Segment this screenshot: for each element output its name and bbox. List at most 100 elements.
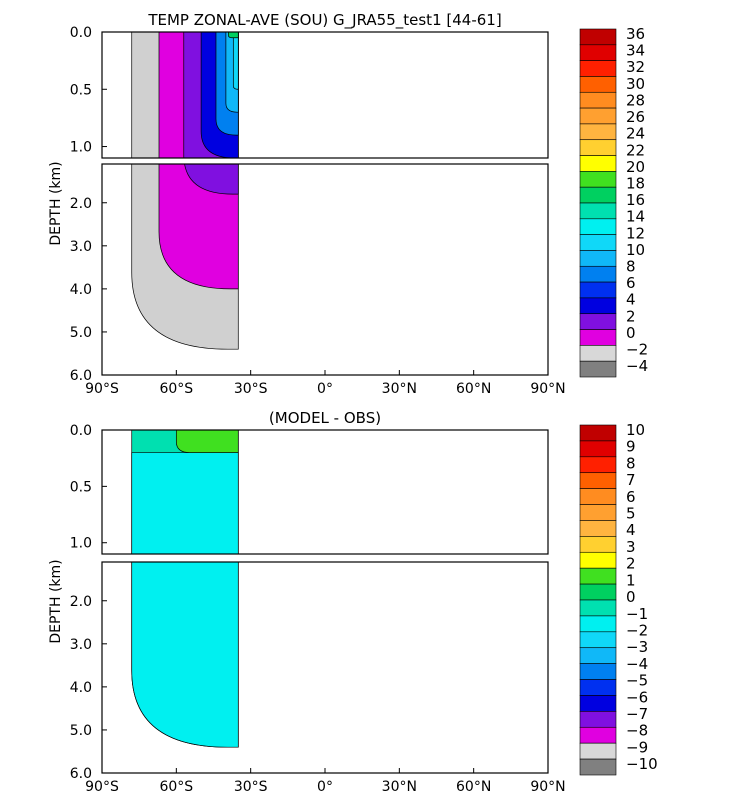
colorbar-swatch (579, 313, 617, 330)
colorbar-label: 2 (626, 307, 636, 325)
colorbar-swatch (579, 695, 617, 712)
x-tick-label: 30°N (382, 381, 417, 397)
colorbar-label: 10 (626, 421, 645, 439)
contour-region (158, 164, 239, 290)
y-tick-label: 0.0 (70, 25, 92, 41)
upper-panel-frame (101, 31, 549, 159)
x-tick-label: 90°N (530, 381, 565, 397)
colorbar-label: 1 (626, 571, 636, 589)
colorbar-swatch (579, 488, 617, 505)
y-tick-label: 6.0 (70, 368, 92, 384)
colorbar-swatch (579, 679, 617, 696)
colorbar-swatch (579, 234, 617, 251)
colorbar-swatch (579, 456, 617, 474)
colorbar-label: 9 (626, 438, 636, 456)
y-tick-label: 2.0 (70, 196, 92, 212)
colorbar-label: 8 (626, 454, 636, 472)
upper-panel-frame (101, 429, 549, 555)
colorbar-label: 26 (626, 108, 645, 126)
colorbar-swatch (579, 155, 617, 172)
colorbar-label: 22 (626, 141, 645, 159)
colorbar-label: 32 (626, 58, 645, 76)
colorbar-label: 3 (626, 538, 636, 556)
colorbar-label: 12 (626, 224, 645, 242)
colorbar-label: 0 (626, 588, 636, 606)
colorbar-swatch (579, 297, 617, 315)
chart-title: TEMP ZONAL-AVE (SOU) G_JRA55_test1 [44-6… (147, 11, 501, 30)
colorbar-label: −9 (626, 738, 648, 756)
x-tick-label: 60°N (456, 381, 491, 397)
y-tick-label: 4.0 (70, 680, 92, 696)
colorbar-label: −8 (626, 722, 648, 740)
chart-title: (MODEL - OBS) (269, 409, 381, 427)
regions-lower (131, 562, 239, 748)
contour-region (175, 430, 239, 453)
x-tick-label: 30°S (234, 381, 268, 397)
x-tick-label: 0° (317, 779, 333, 795)
colorbar-swatch (579, 567, 617, 585)
contour-region (131, 452, 239, 554)
colorbar-swatch (579, 91, 617, 109)
x-tick-label: 30°N (382, 779, 417, 795)
colorbar-swatch (579, 171, 617, 188)
colorbar-swatch (579, 329, 617, 346)
y-tick-label: 5.0 (70, 325, 92, 341)
colorbar-label: −4 (626, 655, 648, 673)
colorbar-swatch (579, 202, 617, 220)
contour-region (232, 32, 239, 90)
colorbar-label: 4 (626, 291, 636, 309)
colorbar-label: 6 (626, 488, 636, 506)
contour-region (131, 562, 239, 748)
x-tick-label: 60°S (159, 779, 193, 795)
colorbar-swatch (579, 726, 617, 744)
regions-lower (131, 164, 239, 350)
colorbar-label: 4 (626, 521, 636, 539)
x-tick-label: 60°S (159, 381, 193, 397)
colorbar-label: 2 (626, 555, 636, 573)
colorbar-swatch (579, 123, 617, 141)
x-tick-label: 30°S (234, 779, 268, 795)
colorbar-swatch (579, 583, 617, 601)
colorbar-label: 10 (626, 241, 645, 259)
y-axis-label: DEPTH (km) (48, 559, 64, 643)
colorbar-swatch (579, 440, 617, 458)
x-tick-label: 90°N (530, 779, 565, 795)
colorbar-label: 14 (626, 208, 645, 226)
contour-region (184, 164, 239, 195)
colorbar-swatch (579, 44, 617, 61)
colorbar-swatch (579, 218, 617, 235)
colorbar-swatch (579, 186, 617, 204)
colorbar-label: 6 (626, 274, 636, 292)
y-tick-label: 2.0 (70, 594, 92, 610)
colorbar-swatch (579, 265, 617, 283)
colorbar-swatch (579, 615, 617, 633)
colorbar-label: 34 (626, 42, 645, 60)
y-tick-label: 4.0 (70, 282, 92, 298)
colorbar-swatch (579, 551, 617, 569)
contour-region (228, 32, 239, 39)
regions-upper (131, 32, 239, 158)
colorbar-swatch (579, 711, 617, 728)
y-tick-label: 0.0 (70, 423, 92, 439)
colorbar-label: 18 (626, 174, 645, 192)
colorbar-swatch (579, 107, 617, 125)
colorbar-label: 24 (626, 125, 645, 143)
y-tick-label: 5.0 (70, 723, 92, 739)
colorbar-label: −2 (626, 341, 648, 359)
colorbar-swatch (579, 281, 617, 299)
y-tick-label: 3.0 (70, 239, 92, 255)
colorbar-swatch (579, 472, 617, 489)
colorbar-swatch (579, 424, 617, 442)
colorbar-swatch (579, 139, 617, 156)
colorbar-label: 36 (626, 25, 645, 43)
colorbar-label: −3 (626, 638, 648, 656)
colorbar-label: 30 (626, 75, 645, 93)
colorbar-swatch (579, 345, 617, 362)
y-tick-label: 3.0 (70, 637, 92, 653)
colorbar-label: 8 (626, 258, 636, 276)
colorbar-label: 7 (626, 471, 636, 489)
x-tick-label: 90°S (85, 381, 119, 397)
colorbar-swatch (579, 250, 617, 267)
